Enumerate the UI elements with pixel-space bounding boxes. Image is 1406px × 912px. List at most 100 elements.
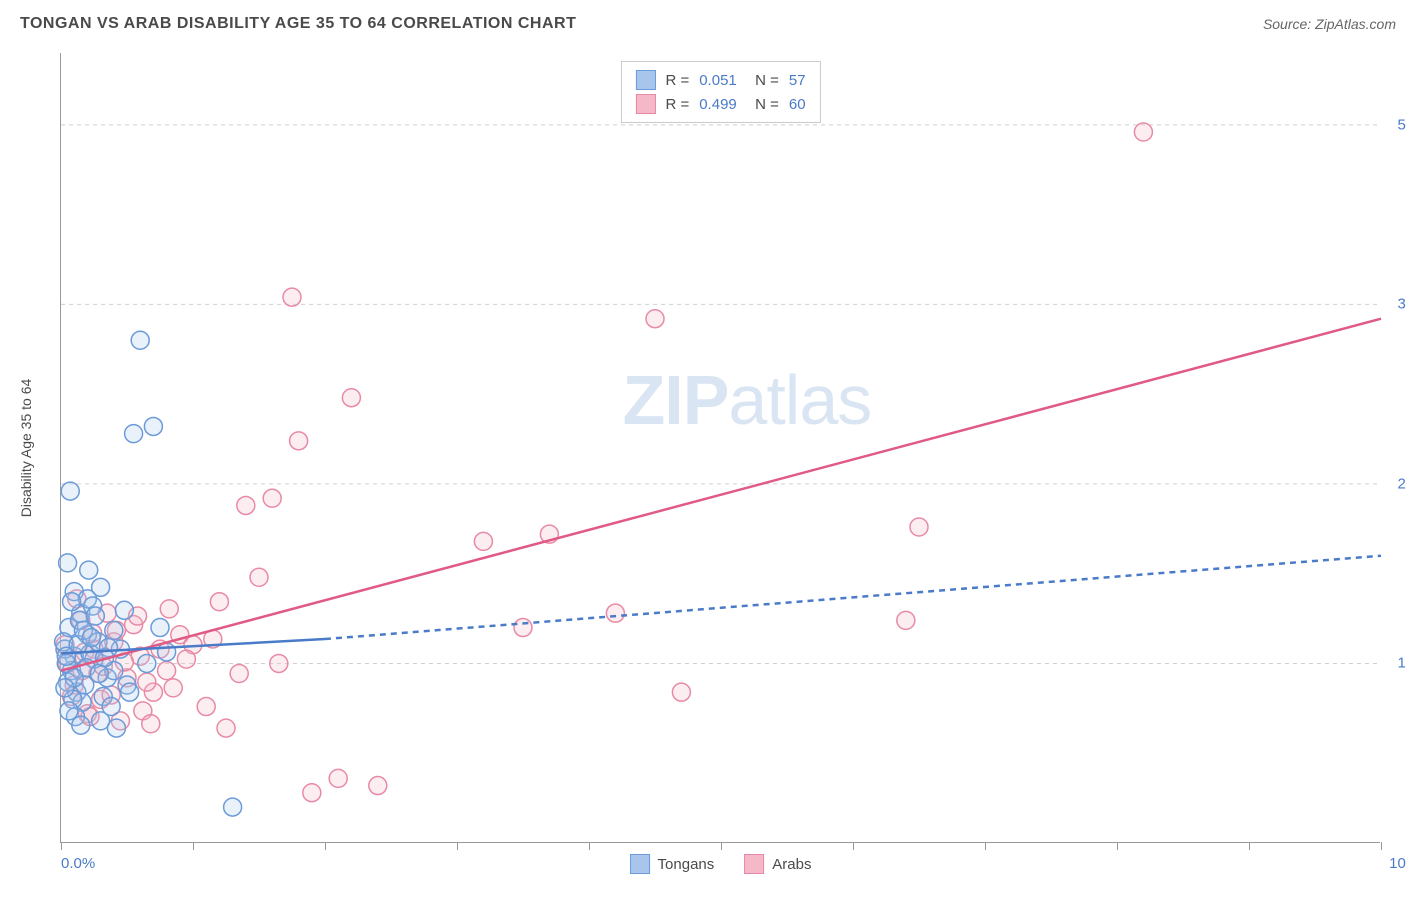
correlation-legend: R = 0.051 N = 57 R = 0.499 N = 60 (620, 61, 820, 123)
x-tick (589, 842, 590, 850)
x-tick (457, 842, 458, 850)
data-point (237, 496, 255, 514)
chart-header: TONGAN VS ARAB DISABILITY AGE 35 TO 64 C… (10, 10, 1406, 38)
data-point (303, 784, 321, 802)
data-point (177, 650, 195, 668)
legend-label-tongans: Tongans (658, 856, 715, 873)
data-point (342, 389, 360, 407)
y-tick-label: 12.5% (1397, 655, 1406, 672)
data-point (86, 607, 104, 625)
data-point (158, 662, 176, 680)
data-point (59, 554, 77, 572)
data-point (56, 679, 74, 697)
data-point (144, 417, 162, 435)
data-point (369, 777, 387, 795)
data-point (92, 578, 110, 596)
y-tick-label: 50.0% (1397, 116, 1406, 133)
data-point (107, 719, 125, 737)
chart-title: TONGAN VS ARAB DISABILITY AGE 35 TO 64 C… (20, 15, 576, 33)
data-point (115, 601, 133, 619)
trendlines (61, 319, 1381, 671)
x-tick (193, 842, 194, 850)
data-point (606, 604, 624, 622)
data-point (138, 654, 156, 672)
scatter-svg (61, 53, 1380, 842)
data-point (57, 647, 75, 665)
data-point (160, 600, 178, 618)
x-tick (61, 842, 62, 850)
data-point (138, 673, 156, 691)
y-tick-label: 25.0% (1397, 475, 1406, 492)
correlation-row-arabs: R = 0.499 N = 60 (635, 92, 805, 116)
data-point (131, 331, 149, 349)
x-tick (325, 842, 326, 850)
x-axis-max-label: 100.0% (1389, 855, 1406, 872)
x-tick (1117, 842, 1118, 850)
data-point (270, 654, 288, 672)
data-point (224, 798, 242, 816)
legend-swatch-tongans (630, 854, 650, 874)
data-point (474, 532, 492, 550)
n-value-arabs: 60 (789, 96, 806, 113)
data-point (514, 619, 532, 637)
y-axis-label: Disability Age 35 to 64 (18, 378, 34, 517)
data-point (121, 683, 139, 701)
swatch-arabs (635, 94, 655, 114)
x-tick (985, 842, 986, 850)
data-point (197, 698, 215, 716)
legend-item-tongans: Tongans (630, 854, 715, 874)
points-tongans (55, 331, 242, 816)
trendline (61, 319, 1381, 671)
chart-source: Source: ZipAtlas.com (1263, 16, 1396, 32)
data-point (61, 482, 79, 500)
n-label: N = (747, 72, 779, 89)
x-axis-min-label: 0.0% (61, 855, 95, 872)
data-point (80, 561, 98, 579)
chart-container: TONGAN VS ARAB DISABILITY AGE 35 TO 64 C… (10, 10, 1406, 902)
plot-area: Disability Age 35 to 64 ZIPatlas R = 0.0… (60, 53, 1380, 843)
data-point (263, 489, 281, 507)
x-tick (1381, 842, 1382, 850)
x-tick (853, 842, 854, 850)
trendline (325, 556, 1381, 639)
data-point (646, 310, 664, 328)
data-point (230, 665, 248, 683)
series-legend: Tongans Arabs (630, 854, 812, 874)
y-tick-label: 37.5% (1397, 296, 1406, 313)
r-label: R = (665, 72, 689, 89)
data-point (105, 621, 123, 639)
data-point (60, 702, 78, 720)
data-point (102, 698, 120, 716)
legend-item-arabs: Arabs (744, 854, 811, 874)
data-point (142, 715, 160, 733)
data-point (158, 643, 176, 661)
data-point (897, 611, 915, 629)
data-point (1134, 123, 1152, 141)
r-value-tongans: 0.051 (699, 72, 737, 89)
data-point (151, 619, 169, 637)
legend-label-arabs: Arabs (772, 856, 811, 873)
data-point (672, 683, 690, 701)
data-point (910, 518, 928, 536)
n-label: N = (747, 96, 779, 113)
swatch-tongans (635, 70, 655, 90)
data-point (72, 716, 90, 734)
data-point (82, 629, 100, 647)
r-value-arabs: 0.499 (699, 96, 737, 113)
r-label: R = (665, 96, 689, 113)
correlation-row-tongans: R = 0.051 N = 57 (635, 68, 805, 92)
data-point (283, 288, 301, 306)
data-point (125, 425, 143, 443)
data-point (250, 568, 268, 586)
x-tick (1249, 842, 1250, 850)
points-arabs (56, 123, 1152, 802)
data-point (290, 432, 308, 450)
data-point (329, 769, 347, 787)
n-value-tongans: 57 (789, 72, 806, 89)
legend-swatch-arabs (744, 854, 764, 874)
data-point (210, 593, 228, 611)
data-point (164, 679, 182, 697)
data-point (63, 593, 81, 611)
data-point (217, 719, 235, 737)
x-tick (721, 842, 722, 850)
